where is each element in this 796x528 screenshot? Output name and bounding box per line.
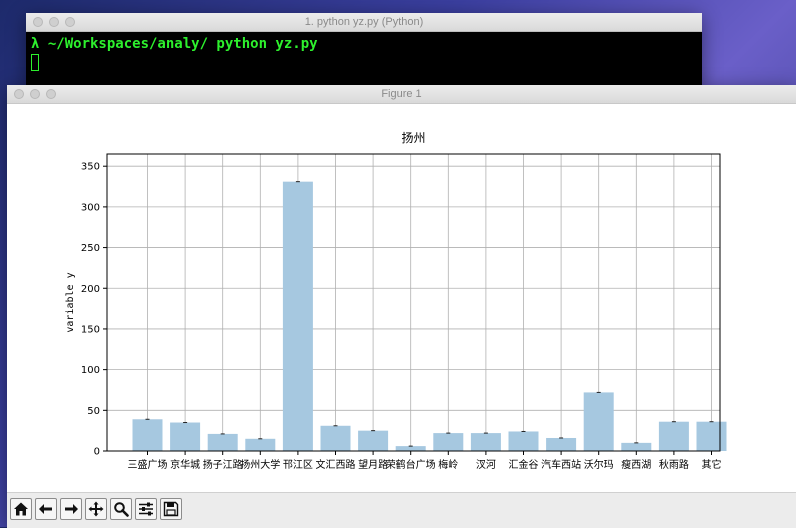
x-tick-label: 扬子江路 (203, 458, 243, 471)
pan-button[interactable] (85, 498, 107, 520)
y-tick-label: 250 (81, 243, 100, 254)
bar (170, 422, 201, 451)
terminal-command-line: λ ~/Workspaces/analy/ python yz.py (31, 36, 318, 52)
configure-subplots-icon (139, 502, 153, 516)
chart-title: 扬州 (401, 130, 425, 145)
bar (395, 446, 426, 451)
x-tick-label: 沃尔玛 (584, 458, 614, 471)
terminal-titlebar[interactable]: 1. python yz.py (Python) (26, 13, 702, 32)
minimize-window-icon[interactable] (30, 89, 40, 99)
x-tick-label: 梅岭 (438, 458, 458, 471)
bar (320, 425, 351, 451)
bar (132, 419, 163, 451)
y-tick-label: 100 (81, 365, 100, 376)
bar (658, 421, 689, 451)
zoom-icon (114, 502, 129, 517)
y-tick-label: 150 (81, 324, 100, 335)
terminal-cursor (31, 54, 39, 71)
x-tick-label: 京华城 (170, 458, 200, 471)
bar (508, 431, 539, 451)
x-tick-label: 汊河 (476, 458, 496, 471)
save-button[interactable] (160, 498, 182, 520)
navigation-toolbar (7, 492, 796, 528)
x-tick-label: 望月路 (358, 458, 388, 471)
bar (583, 392, 614, 451)
x-tick-label: 邗江区 (283, 459, 313, 471)
y-axis-label: variable y (65, 272, 76, 332)
bar (245, 438, 276, 451)
y-tick-label: 350 (81, 162, 100, 173)
pan-icon (88, 501, 104, 517)
close-window-icon[interactable] (33, 17, 43, 27)
save-icon (163, 501, 179, 517)
terminal-window: 1. python yz.py (Python) λ ~/Workspaces/… (26, 13, 702, 91)
figure-window: 0 50 100 150 200 250 300 350 三盛广场 京华城 扬子江路 扬州大学 邗江区文… (7, 85, 796, 528)
axes-frame (106, 153, 721, 452)
x-tick-label: 其它 (702, 458, 722, 471)
forward-arrow-icon (65, 504, 78, 514)
x-tick-label: 三盛广场 (128, 458, 168, 471)
bar (282, 181, 313, 451)
zoom-window-icon[interactable] (46, 89, 56, 99)
x-tick-label: 汽车西站 (541, 458, 581, 471)
x-tick-label: 扬州大学 (240, 458, 280, 471)
bar (621, 442, 652, 451)
bar (358, 430, 389, 451)
bar (546, 437, 577, 451)
bar (470, 433, 501, 451)
forward-button[interactable] (60, 498, 82, 520)
x-tick-label: 文汇西路 (316, 458, 356, 471)
y-tick-label: 200 (81, 284, 100, 295)
figure-title: Figure 1 (381, 88, 422, 100)
y-tick-label: 0 (94, 447, 100, 458)
figure-titlebar[interactable]: Figure 1 (7, 85, 796, 104)
home-button[interactable] (10, 498, 32, 520)
home-icon (14, 502, 28, 516)
x-tick-label: 荣鹤台广场 (386, 458, 436, 471)
close-window-icon[interactable] (14, 89, 24, 99)
back-button[interactable] (35, 498, 57, 520)
bar (433, 433, 464, 451)
terminal-title: 1. python yz.py (Python) (304, 16, 424, 28)
bar-chart: 0 50 100 150 200 250 300 350 三盛广场 京华城 扬子江路扬州大学 邗江区文… (7, 103, 796, 492)
configure-subplots-button[interactable] (135, 498, 157, 520)
x-tick-label: 秋雨路 (659, 458, 689, 471)
minimize-window-icon[interactable] (49, 17, 59, 27)
back-arrow-icon (39, 504, 52, 514)
zoom-window-icon[interactable] (65, 17, 75, 27)
x-tick-label: 汇金谷 (509, 458, 539, 471)
bar (696, 421, 727, 451)
bar (207, 433, 238, 451)
y-tick-label: 300 (81, 202, 100, 213)
y-tick-label: 50 (87, 406, 100, 417)
terminal-content[interactable]: λ ~/Workspaces/analy/ python yz.py (26, 32, 702, 91)
x-tick-label: 瘦西湖 (621, 458, 651, 471)
zoom-button[interactable] (110, 498, 132, 520)
